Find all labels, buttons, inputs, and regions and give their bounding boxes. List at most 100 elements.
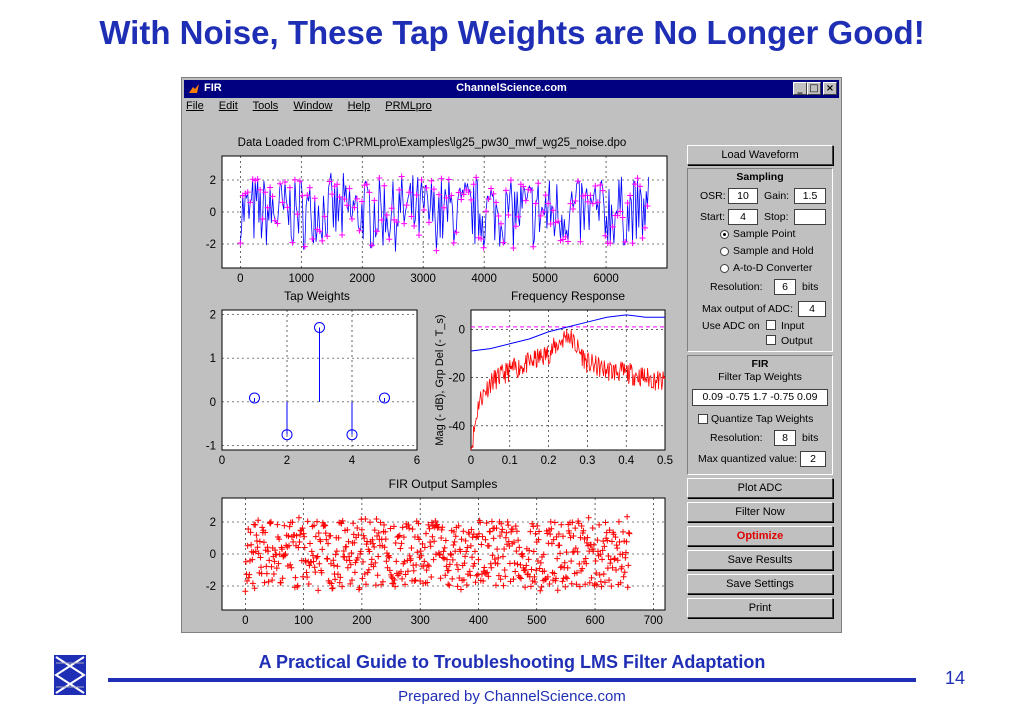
waveform-sample-marker	[617, 208, 624, 215]
close-button[interactable]: ×	[823, 82, 837, 95]
osr-label: OSR:	[700, 190, 726, 202]
waveform-sample-marker	[398, 173, 405, 180]
output-sample-marker	[620, 573, 627, 580]
output-sample-marker	[305, 580, 312, 587]
output-sample-marker	[624, 513, 631, 520]
waveform-sample-marker	[555, 218, 562, 225]
sample-hold-radio[interactable]	[720, 247, 729, 256]
output-sample-marker	[494, 560, 501, 567]
tap-weights-input[interactable]: 0.09 -0.75 1.7 -0.75 0.09	[692, 389, 828, 406]
output-sample-marker	[340, 548, 347, 555]
freq-xtick-label: 0.1	[502, 455, 518, 467]
quantize-label: Quantize Tap Weights	[711, 413, 814, 425]
atod-radio[interactable]	[720, 264, 729, 273]
output-sample-marker	[413, 561, 420, 568]
save-results-button[interactable]: Save Results	[687, 550, 833, 570]
waveform-sample-marker	[443, 194, 450, 201]
top-xtick-label: 3000	[410, 273, 436, 285]
output-sample-marker	[354, 524, 361, 531]
output-sample-marker	[310, 558, 317, 565]
output-sample-marker	[467, 572, 474, 579]
adc-output-checkbox[interactable]	[766, 335, 776, 345]
output-sample-marker	[244, 542, 251, 549]
minimize-button[interactable]: _	[793, 82, 807, 95]
waveform-sample-marker	[316, 228, 323, 235]
print-button[interactable]: Print	[687, 598, 833, 618]
top-plot-title: Data Loaded from C:\PRMLpro\Examples\lg2…	[238, 137, 627, 149]
fir-resolution-input[interactable]: 8	[774, 430, 796, 446]
waveform-sample-marker	[373, 228, 380, 235]
slide-title: With Noise, These Tap Weights are No Lon…	[99, 14, 925, 51]
fir-panel: FIR Filter Tap Weights 0.09 -0.75 1.7 -0…	[687, 355, 833, 475]
magnitude-line	[470, 329, 666, 451]
output-sample-marker	[430, 556, 437, 563]
output-sample-marker	[578, 522, 585, 529]
output-sample-marker	[580, 527, 587, 534]
waveform-sample-marker	[418, 176, 425, 183]
menu-edit[interactable]: Edit	[218, 100, 238, 112]
output-sample-marker	[612, 534, 619, 541]
output-sample-marker	[395, 533, 402, 540]
output-sample-marker	[579, 565, 586, 572]
output-sample-marker	[406, 525, 413, 532]
max-adc-input[interactable]: 4	[798, 301, 826, 317]
output-sample-marker	[605, 552, 612, 559]
gain-input[interactable]: 1.5	[794, 188, 826, 204]
start-input[interactable]: 4	[728, 209, 758, 225]
menu-prmlpro[interactable]: PRMLpro	[385, 100, 432, 112]
output-sample-marker	[408, 544, 415, 551]
output-sample-marker	[276, 551, 283, 558]
optimize-button[interactable]: Optimize	[687, 526, 833, 546]
taps-ytick-label: -1	[206, 441, 216, 453]
waveform-sample-marker	[277, 180, 284, 187]
waveform-sample-marker	[445, 176, 452, 183]
waveform-sample-marker	[577, 238, 584, 245]
load-waveform-button[interactable]: Load Waveform	[687, 145, 833, 165]
save-settings-button[interactable]: Save Settings	[687, 574, 833, 594]
output-sample-marker	[414, 549, 421, 556]
output-sample-marker	[510, 576, 517, 583]
output-sample-marker	[541, 576, 548, 583]
output-sample-marker	[374, 572, 381, 579]
output-sample-marker	[497, 576, 504, 583]
output-sample-marker	[267, 518, 274, 525]
stop-input[interactable]	[794, 209, 826, 225]
quantize-checkbox[interactable]	[698, 414, 708, 424]
output-sample-marker	[295, 544, 302, 551]
output-sample-marker	[318, 569, 325, 576]
waveform-sample-marker	[569, 206, 576, 213]
top-plot-ticks: 0 1000 2000 3000 4000 5000 6000 2 0 -2	[206, 175, 619, 285]
sample-point-radio[interactable]	[720, 230, 729, 239]
freq-ytick-label: 0	[459, 324, 465, 336]
adc-input-checkbox[interactable]	[766, 320, 776, 330]
group-delay-line	[470, 314, 665, 352]
output-sample-marker	[517, 561, 524, 568]
output-sample-marker	[602, 519, 609, 526]
output-sample-marker	[261, 579, 268, 586]
output-sample-marker	[455, 522, 462, 529]
output-sample-marker	[419, 540, 426, 547]
output-sample-marker	[402, 581, 409, 588]
adc-resolution-input[interactable]: 6	[774, 279, 796, 295]
waveform-sample-marker	[480, 244, 487, 251]
plot-adc-button[interactable]: Plot ADC	[687, 478, 833, 498]
output-sample-marker	[552, 575, 559, 582]
menu-file[interactable]: File	[186, 100, 204, 112]
output-sample-marker	[425, 521, 432, 528]
output-sample-marker	[352, 559, 359, 566]
max-quantized-input[interactable]: 2	[800, 451, 826, 467]
taps-ytick-label: 0	[210, 397, 216, 409]
osr-input[interactable]: 10	[728, 188, 758, 204]
output-sample-marker	[397, 545, 404, 552]
window-titlebar[interactable]: FIR ChannelScience.com _ □ ×	[184, 80, 839, 98]
filter-now-button[interactable]: Filter Now	[687, 502, 833, 522]
output-sample-marker	[421, 558, 428, 565]
output-sample-marker	[344, 526, 351, 533]
waveform-sample-marker	[416, 232, 423, 239]
maximize-button[interactable]: □	[807, 82, 821, 95]
output-sample-marker	[244, 578, 251, 585]
waveform-sample-marker	[639, 235, 646, 242]
menu-tools[interactable]: Tools	[252, 100, 279, 112]
menu-help[interactable]: Help	[347, 100, 371, 112]
menu-window[interactable]: Window	[293, 100, 333, 112]
